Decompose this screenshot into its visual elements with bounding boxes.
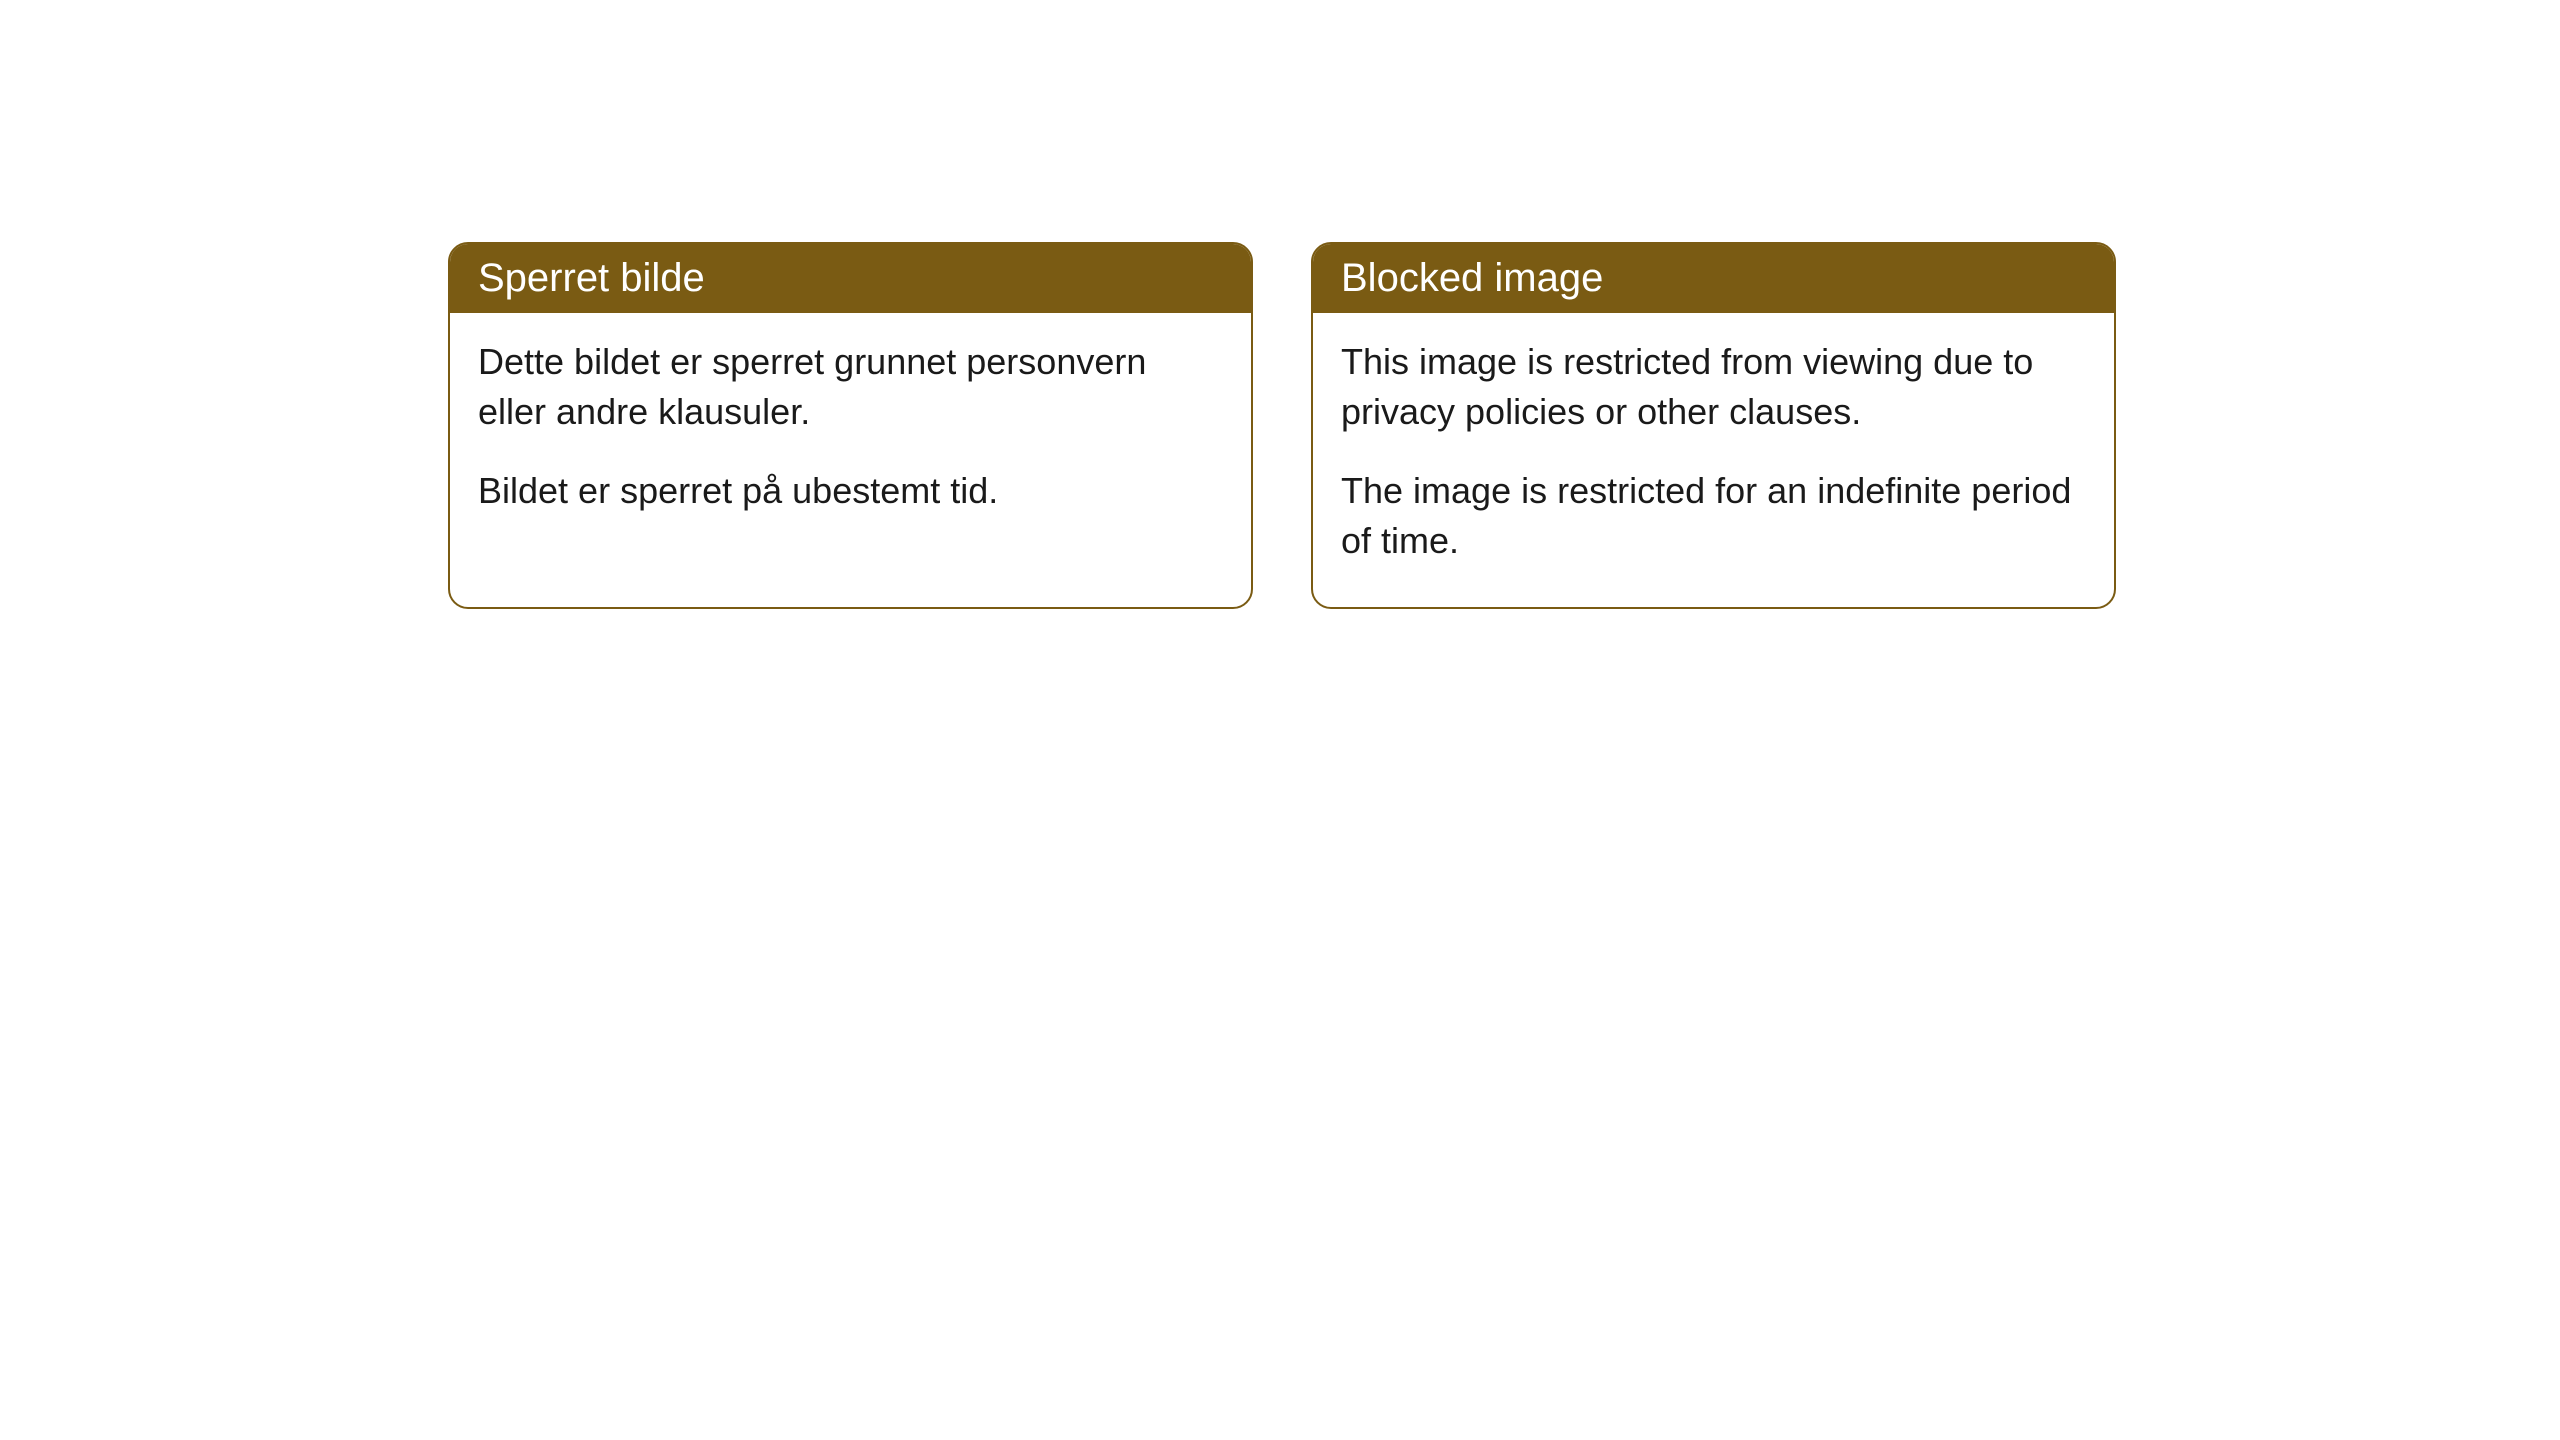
card-text-norwegian-1: Dette bildet er sperret grunnet personve… — [478, 337, 1223, 438]
card-body-norwegian: Dette bildet er sperret grunnet personve… — [450, 313, 1251, 556]
blocked-image-card-norwegian: Sperret bilde Dette bildet er sperret gr… — [448, 242, 1253, 609]
card-header-norwegian: Sperret bilde — [450, 244, 1251, 313]
card-title-english: Blocked image — [1341, 256, 1603, 300]
blocked-image-card-english: Blocked image This image is restricted f… — [1311, 242, 2116, 609]
card-text-english-2: The image is restricted for an indefinit… — [1341, 466, 2086, 567]
card-header-english: Blocked image — [1313, 244, 2114, 313]
notice-cards-container: Sperret bilde Dette bildet er sperret gr… — [448, 242, 2116, 609]
card-body-english: This image is restricted from viewing du… — [1313, 313, 2114, 607]
card-title-norwegian: Sperret bilde — [478, 256, 705, 300]
card-text-english-1: This image is restricted from viewing du… — [1341, 337, 2086, 438]
card-text-norwegian-2: Bildet er sperret på ubestemt tid. — [478, 466, 1223, 516]
